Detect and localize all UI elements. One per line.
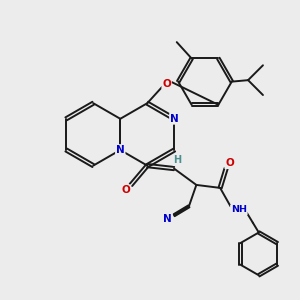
Text: O: O [225,158,234,168]
Text: N: N [116,145,125,155]
Text: NH: NH [231,206,247,214]
Text: H: H [174,155,182,165]
Text: O: O [121,185,130,195]
Text: O: O [162,79,171,89]
Text: N: N [163,214,172,224]
Text: N: N [170,114,179,124]
